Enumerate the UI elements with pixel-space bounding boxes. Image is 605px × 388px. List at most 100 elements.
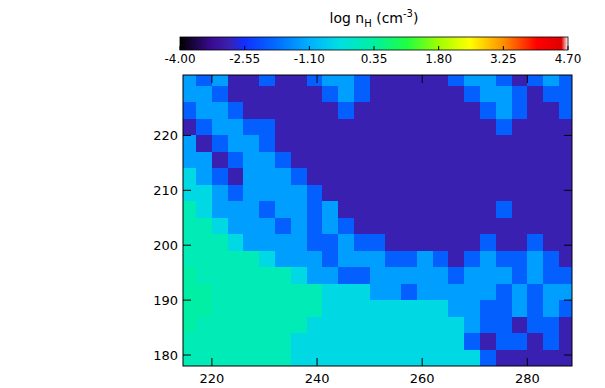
density-cell: [183, 135, 197, 152]
colorbar-tick: [438, 46, 439, 50]
density-cell: [480, 267, 496, 284]
density-cell: [512, 75, 528, 87]
density-cell: [228, 119, 244, 136]
density-cell: [370, 267, 386, 284]
density-cell: [275, 300, 291, 317]
density-cell: [417, 317, 433, 334]
density-cell: [259, 284, 275, 301]
density-cell: [183, 218, 197, 235]
density-cell: [496, 284, 512, 301]
density-cell: [307, 185, 323, 202]
density-cell: [291, 86, 307, 103]
density-cell: [354, 168, 370, 185]
density-cell: [183, 86, 197, 103]
density-cell: [354, 218, 370, 235]
density-cell: [480, 300, 496, 317]
density-cell: [385, 317, 401, 334]
density-cell: [448, 152, 464, 169]
density-cell: [448, 317, 464, 334]
density-cell: [496, 201, 512, 218]
density-cell: [448, 86, 464, 103]
colorbar-tick: [244, 46, 245, 50]
density-cell: [354, 251, 370, 268]
x-tick: [317, 358, 318, 366]
y-tick: [183, 135, 191, 136]
colorbar-title-part: (cm: [372, 10, 403, 26]
density-cell: [338, 168, 354, 185]
density-cell: [496, 300, 512, 317]
density-cell: [385, 119, 401, 136]
density-cell: [480, 152, 496, 169]
density-cell: [448, 218, 464, 235]
density-cell: [354, 86, 370, 103]
colorbar-tick-label: 4.70: [555, 52, 582, 66]
density-cell: [385, 185, 401, 202]
density-cell: [228, 234, 244, 251]
density-cell: [338, 267, 354, 284]
density-cell: [401, 185, 417, 202]
density-cell: [275, 284, 291, 301]
density-cell: [433, 201, 449, 218]
density-cell: [196, 300, 212, 317]
density-cell: [212, 185, 228, 202]
x-tick: [422, 358, 423, 366]
density-cell: [417, 284, 433, 301]
y-tick: [183, 300, 191, 301]
density-cell: [433, 234, 449, 251]
colorbar-title: log nH (cm-3): [330, 8, 419, 29]
y-tick-label: 210: [153, 183, 178, 198]
density-cell: [496, 86, 512, 103]
density-cell: [464, 168, 480, 185]
density-cell: [259, 102, 275, 119]
density-cell: [183, 152, 197, 169]
density-cell: [559, 267, 572, 284]
density-cell: [480, 75, 496, 87]
density-cell: [417, 119, 433, 136]
density-cell: [433, 135, 449, 152]
density-cell: [322, 201, 338, 218]
density-cell: [433, 102, 449, 119]
density-cell: [433, 300, 449, 317]
density-cell: [480, 168, 496, 185]
density-cell: [275, 218, 291, 235]
y-tick: [564, 190, 572, 191]
density-cell: [543, 350, 559, 366]
density-cell: [448, 119, 464, 136]
density-cell: [183, 102, 197, 119]
density-cell: [433, 284, 449, 301]
density-cell: [354, 300, 370, 317]
density-cell: [543, 185, 559, 202]
density-cell: [228, 251, 244, 268]
density-cell: [212, 75, 228, 87]
density-cell: [543, 135, 559, 152]
density-cell: [464, 284, 480, 301]
colorbar-tick-label: -4.00: [164, 52, 195, 66]
density-cell: [338, 102, 354, 119]
density-cell: [212, 350, 228, 366]
density-cell: [464, 152, 480, 169]
density-cell: [196, 234, 212, 251]
density-cell: [183, 185, 197, 202]
y-tick: [183, 245, 191, 246]
density-cell: [243, 201, 259, 218]
density-cell: [275, 168, 291, 185]
density-cell: [527, 185, 543, 202]
density-cell: [322, 218, 338, 235]
y-tick-label: 220: [153, 128, 178, 143]
density-cell: [543, 119, 559, 136]
x-tick-label: 280: [515, 371, 540, 386]
colorbar-title-part: ): [413, 10, 418, 26]
density-cell: [196, 218, 212, 235]
density-cell: [417, 201, 433, 218]
density-cell: [417, 300, 433, 317]
density-cell: [496, 234, 512, 251]
density-cell: [559, 350, 572, 366]
density-cell: [291, 135, 307, 152]
x-tick: [527, 358, 528, 366]
density-cell: [196, 317, 212, 334]
density-cell: [212, 102, 228, 119]
density-cell: [291, 201, 307, 218]
density-cell: [370, 102, 386, 119]
density-cell: [527, 135, 543, 152]
density-cell: [307, 135, 323, 152]
